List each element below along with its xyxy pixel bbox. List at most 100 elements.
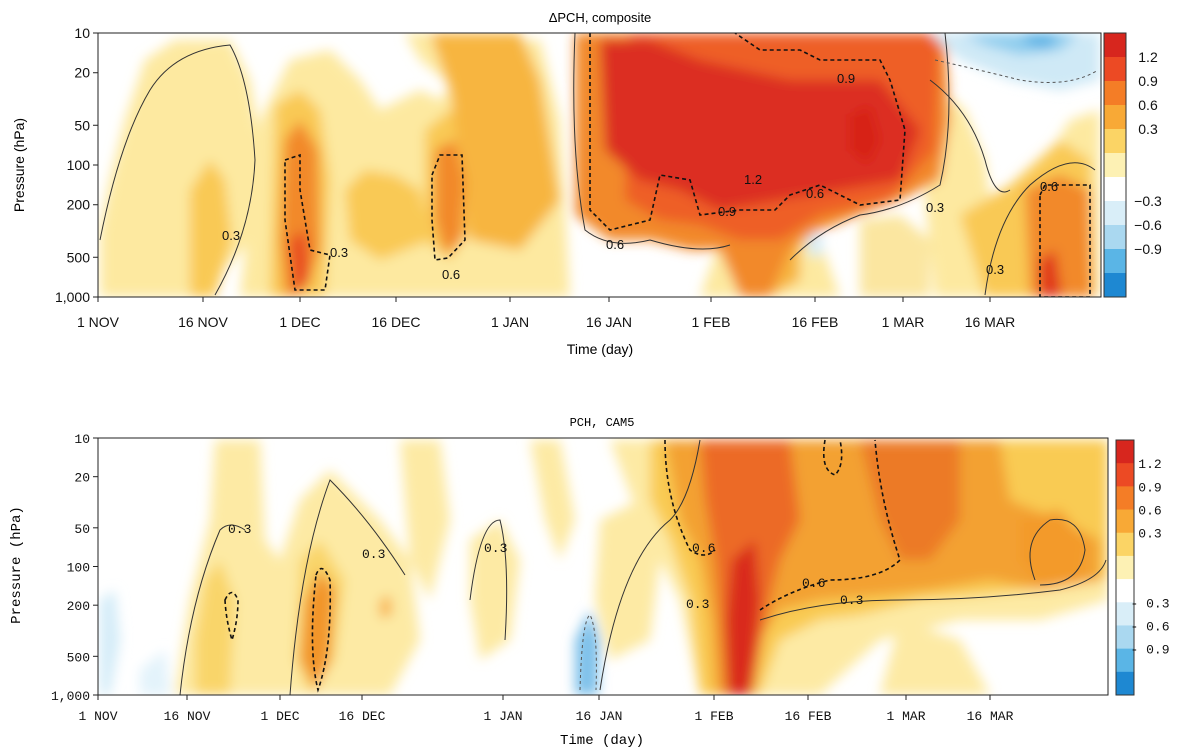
y-tick-label: 10 bbox=[74, 432, 90, 447]
contour-label: 0.3 bbox=[228, 522, 251, 537]
colorbar-label: 0.6 bbox=[1138, 504, 1161, 519]
x-tick-label: 16 DEC bbox=[339, 709, 386, 724]
bottom-title: PCH, CAM5 bbox=[570, 416, 635, 430]
contour-label: 0.6 bbox=[692, 541, 715, 556]
contour-label: 0.6 bbox=[1040, 179, 1058, 194]
top-field bbox=[98, 33, 1101, 297]
contour-label: 1.2 bbox=[744, 172, 762, 187]
contour-label: 0.6 bbox=[806, 186, 824, 201]
x-tick-label: 16 MAR bbox=[965, 314, 1016, 330]
top-y-axis: 10 20 50 100 200 500 1,000 bbox=[55, 25, 98, 305]
contour-label: 0.3 bbox=[926, 200, 944, 215]
y-tick-label: 200 bbox=[67, 599, 90, 614]
x-tick-label: 1 JAN bbox=[483, 709, 522, 724]
colorbar-swatch bbox=[1104, 105, 1126, 130]
colorbar-swatch bbox=[1116, 579, 1134, 603]
x-tick-label: 16 FEB bbox=[792, 314, 839, 330]
contour-label: 0.9 bbox=[837, 71, 855, 86]
x-tick-label: 1 FEB bbox=[692, 314, 731, 330]
colorbar-swatch bbox=[1104, 225, 1126, 250]
contour-label: 0.3 bbox=[686, 597, 709, 612]
y-tick-label: 500 bbox=[67, 650, 90, 665]
colorbar-label: 0.3 bbox=[1138, 121, 1158, 137]
colorbar-label: 0.9 bbox=[1138, 73, 1158, 89]
colorbar-label: - 0.9 bbox=[1130, 643, 1169, 658]
colorbar-swatch bbox=[1116, 555, 1134, 580]
colorbar-swatch bbox=[1104, 249, 1126, 274]
x-tick-label: 1 NOV bbox=[77, 314, 120, 330]
y-tick-label: 50 bbox=[74, 117, 90, 133]
x-tick-label: 16 DEC bbox=[371, 314, 420, 330]
colorbar-label: - 0.3 bbox=[1130, 596, 1169, 611]
contour-label: 0.6 bbox=[606, 237, 624, 252]
colorbar-label: 1.2 bbox=[1138, 457, 1161, 472]
bottom-contour-labels: 0.3 0.3 0.3 0.6 0.3 0.6 0.3 bbox=[228, 522, 863, 612]
contour-label: 0.3 bbox=[840, 593, 863, 608]
y-tick-label: 1,000 bbox=[51, 689, 90, 704]
x-tick-label: 1 FEB bbox=[694, 709, 733, 724]
bottom-x-axis: 1 NOV 16 NOV 1 DEC 16 DEC 1 JAN 16 JAN 1 FEB 16… bbox=[78, 695, 1014, 724]
colorbar-swatch bbox=[1104, 153, 1126, 178]
x-tick-label: 1 NOV bbox=[78, 709, 117, 724]
colorbar-swatch bbox=[1104, 273, 1126, 298]
x-tick-label: 1 MAR bbox=[886, 709, 925, 724]
colorbar-swatch bbox=[1116, 532, 1134, 557]
contour-label: 0.3 bbox=[986, 262, 1004, 277]
contour-label: 0.3 bbox=[362, 547, 385, 562]
x-tick-label: 1 JAN bbox=[491, 314, 529, 330]
colorbar-swatch bbox=[1104, 129, 1126, 154]
bottom-field bbox=[98, 438, 1108, 695]
colorbar-swatch bbox=[1116, 625, 1134, 650]
colorbar-frame bbox=[1103, 32, 1127, 298]
colorbar-swatch bbox=[1116, 671, 1134, 696]
top-y-axis-title: Pressure (hPa) bbox=[11, 118, 27, 212]
colorbar-swatch bbox=[1104, 201, 1126, 226]
y-tick-label: 50 bbox=[74, 522, 90, 537]
colorbar-label: 1.2 bbox=[1138, 49, 1158, 65]
bottom-colorbar: 1.2 0.9 0.6 0.3 - 0.3 - 0.6 - 0.9 bbox=[1115, 439, 1170, 696]
contour-label: 0.6 bbox=[442, 267, 460, 282]
x-tick-label: 1 MAR bbox=[882, 314, 925, 330]
top-colorbar: 1.2 0.9 0.6 0.3 −0.3 −0.6 −0.9 bbox=[1103, 32, 1162, 298]
contour-label: 0.9 bbox=[718, 204, 736, 219]
colorbar-label: 0.6 bbox=[1138, 97, 1158, 113]
y-tick-label: 20 bbox=[74, 471, 90, 486]
y-tick-label: 100 bbox=[67, 157, 91, 173]
top-x-axis-title: Time (day) bbox=[567, 341, 633, 357]
colorbar-swatch bbox=[1104, 57, 1126, 82]
colorbar-swatch bbox=[1116, 509, 1134, 534]
y-tick-label: 100 bbox=[67, 561, 90, 576]
colorbar-swatch bbox=[1116, 440, 1134, 464]
colorbar-frame bbox=[1115, 439, 1135, 696]
bottom-y-axis: 10 20 50 100 200 500 1,000 bbox=[51, 432, 98, 704]
colorbar-label: 0.9 bbox=[1138, 480, 1161, 495]
bottom-panel: PCH, CAM5 bbox=[9, 416, 1170, 748]
x-tick-label: 16 FEB bbox=[785, 709, 832, 724]
colorbar-swatch bbox=[1104, 33, 1126, 58]
x-tick-label: 16 NOV bbox=[178, 314, 228, 330]
y-tick-label: 1,000 bbox=[55, 289, 90, 305]
y-tick-label: 20 bbox=[74, 65, 90, 81]
colorbar-label: −0.6 bbox=[1134, 217, 1162, 233]
colorbar-swatch bbox=[1104, 81, 1126, 106]
y-tick-label: 500 bbox=[67, 249, 91, 265]
colorbar-label: 0.3 bbox=[1138, 527, 1161, 542]
colorbar-label: - 0.6 bbox=[1130, 619, 1169, 634]
bottom-y-axis-title: Pressure (hPa) bbox=[9, 506, 25, 624]
contour-label: 0.3 bbox=[222, 228, 240, 243]
contour-label: 0.3 bbox=[330, 245, 348, 260]
colorbar-swatch bbox=[1116, 648, 1134, 673]
x-tick-label: 16 NOV bbox=[164, 709, 211, 724]
y-tick-label: 200 bbox=[67, 197, 91, 213]
y-tick-label: 10 bbox=[74, 25, 90, 41]
contour-label: 0.6 bbox=[802, 576, 825, 591]
colorbar-label: −0.9 bbox=[1134, 241, 1162, 257]
colorbar-swatch bbox=[1104, 177, 1126, 202]
colorbar-label: −0.3 bbox=[1134, 193, 1162, 209]
x-tick-label: 16 MAR bbox=[967, 709, 1014, 724]
colorbar-swatch bbox=[1116, 486, 1134, 511]
top-panel: ΔPCH, composite bbox=[11, 10, 1162, 357]
colorbar-swatch bbox=[1116, 463, 1134, 487]
x-tick-label: 1 DEC bbox=[260, 709, 299, 724]
